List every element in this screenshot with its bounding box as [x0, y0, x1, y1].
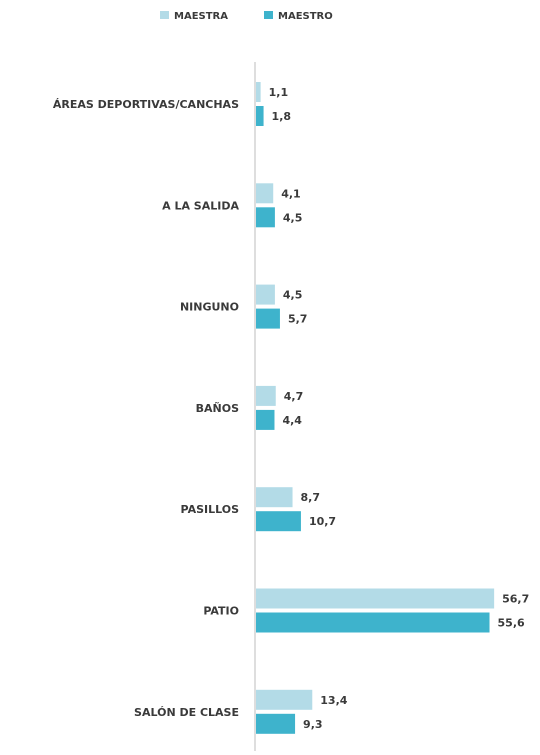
- category-label: ÁREAS DEPORTIVAS/CANCHAS: [53, 98, 239, 111]
- bar-maestra: [256, 82, 261, 102]
- category-label: PASILLOS: [181, 503, 240, 516]
- bar-maestra: [256, 487, 293, 508]
- category-label: PATIO: [203, 605, 239, 618]
- category-label: A LA SALIDA: [162, 199, 239, 212]
- legend-swatch-maestra: [160, 11, 169, 19]
- bar-maestro: [256, 308, 280, 329]
- data-label-maestra: 1,1: [269, 86, 289, 99]
- category-label: BAÑOS: [196, 402, 239, 415]
- plot-area: ÁREAS DEPORTIVAS/CANCHAS 1,1 1,8 A LA SALID…: [53, 82, 529, 734]
- data-label-maestra: 4,1: [281, 187, 301, 200]
- bar-maestra: [256, 183, 274, 204]
- category-label: SALÓN DE CLASE: [134, 706, 239, 719]
- bar-maestra: [256, 588, 495, 609]
- bar-maestro: [256, 713, 296, 734]
- data-label-maestra: 56,7: [502, 593, 529, 606]
- data-label-maestro: 10,7: [309, 515, 336, 528]
- data-label-maestra: 4,7: [284, 390, 304, 403]
- legend: MAESTRA MAESTRO: [160, 11, 333, 22]
- data-label-maestro: 9,3: [303, 718, 323, 731]
- data-label-maestra: 4,5: [283, 289, 303, 302]
- bar-maestra: [256, 284, 275, 305]
- bar-maestra: [256, 385, 276, 406]
- data-label-maestra: 8,7: [301, 491, 321, 504]
- bar-maestro: [256, 106, 264, 126]
- bar-maestra: [256, 689, 313, 710]
- data-label-maestro: 5,7: [288, 313, 308, 326]
- legend-label-maestra: MAESTRA: [174, 11, 228, 22]
- legend-swatch-maestro: [264, 11, 273, 19]
- bar-maestro: [256, 207, 275, 228]
- bar-maestro: [256, 409, 275, 430]
- data-label-maestro: 4,5: [283, 211, 303, 224]
- bar-maestro: [256, 511, 301, 532]
- data-label-maestro: 55,6: [498, 617, 525, 630]
- legend-label-maestro: MAESTRO: [278, 11, 333, 22]
- bar-maestro: [256, 612, 490, 633]
- data-label-maestro: 1,8: [272, 110, 292, 123]
- data-label-maestra: 13,4: [320, 694, 347, 707]
- category-label: NINGUNO: [180, 301, 239, 314]
- data-label-maestro: 4,4: [282, 414, 302, 427]
